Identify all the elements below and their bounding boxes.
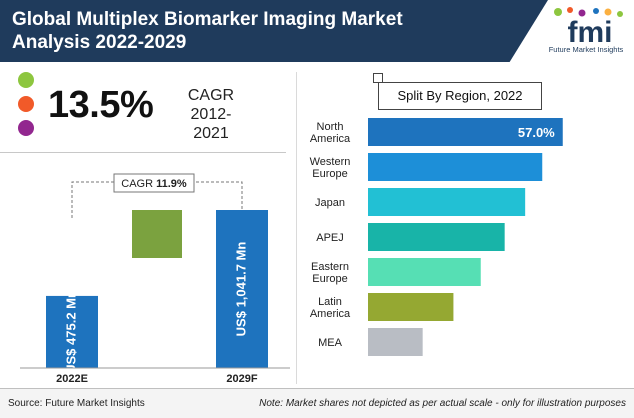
- bar-2029f: [216, 210, 268, 368]
- region-bar: [368, 223, 505, 251]
- region-bar: [368, 118, 563, 146]
- waterfall-chart: CAGR 11.9% US$ 475.2 Mn US$ 1,041.7 Mn 2…: [20, 173, 290, 385]
- region-label: APEJ: [316, 232, 344, 244]
- orange-dot: [18, 96, 34, 112]
- region-chart-title: Split By Region, 2022: [378, 82, 542, 110]
- region-label: Eastern: [311, 261, 349, 273]
- region-label: Europe: [312, 168, 347, 180]
- cagr-annotation-box: [113, 173, 195, 193]
- logo-text: fmi: [568, 16, 613, 49]
- bar-2029f-value-label: US$ 1,041.7 Mn: [233, 242, 248, 337]
- cagr-label: CAGR: [187, 87, 235, 104]
- purple-dot: [18, 120, 34, 136]
- region-label: Latin: [318, 296, 342, 308]
- cagr-label-block: CAGR 2012-2021: [176, 86, 246, 143]
- logo-subtext: Future Market Insights: [548, 45, 624, 54]
- cagr-period: 2012-2021: [190, 106, 232, 142]
- region-label: North: [317, 121, 344, 133]
- xtick-2022e: 2022E: [56, 373, 88, 385]
- xtick-2029f: 2029F: [226, 373, 257, 385]
- region-bar: [368, 293, 454, 321]
- cagr-annotation: CAGR 11.9%: [121, 178, 187, 190]
- header: Global Multiplex Biomarker Imaging Marke…: [0, 0, 634, 62]
- note-text: Note: Market shares not depicted as per …: [259, 398, 626, 409]
- footer: Source: Future Market Insights Note: Mar…: [0, 388, 634, 418]
- cagr-annotation-value: 11.9%: [156, 178, 187, 190]
- vertical-divider: [296, 72, 297, 384]
- region-value-label: 57.0%: [518, 125, 555, 140]
- left-divider: [0, 152, 286, 153]
- cagr-annotation-prefix: CAGR: [121, 178, 153, 190]
- fmi-logo: fmi: [554, 7, 623, 49]
- title-line-1: Global Multiplex Biomarker Imaging Marke…: [12, 9, 403, 30]
- region-bar: [368, 258, 481, 286]
- title-line-2: Analysis 2022-2029: [12, 32, 187, 53]
- region-label: America: [310, 308, 351, 320]
- region-label: MEA: [318, 337, 343, 349]
- region-bar: [368, 153, 543, 181]
- title-band: [0, 0, 548, 62]
- region-label: Western: [310, 156, 351, 168]
- page-title: Global Multiplex Biomarker Imaging Marke…: [12, 8, 512, 54]
- bar-2022e: [46, 295, 98, 368]
- cagr-value: 13.5%: [48, 84, 154, 126]
- region-bar: [368, 188, 526, 216]
- green-dot: [18, 72, 34, 88]
- increment-bar: [132, 210, 182, 258]
- bar-2022e-value-label: US$ 475.2 Mn: [63, 290, 78, 374]
- region-label: Japan: [315, 197, 345, 209]
- region-bar: [368, 328, 423, 356]
- region-label: America: [310, 133, 351, 145]
- region-label: Europe: [312, 273, 347, 285]
- source-text: Source: Future Market Insights: [8, 398, 145, 409]
